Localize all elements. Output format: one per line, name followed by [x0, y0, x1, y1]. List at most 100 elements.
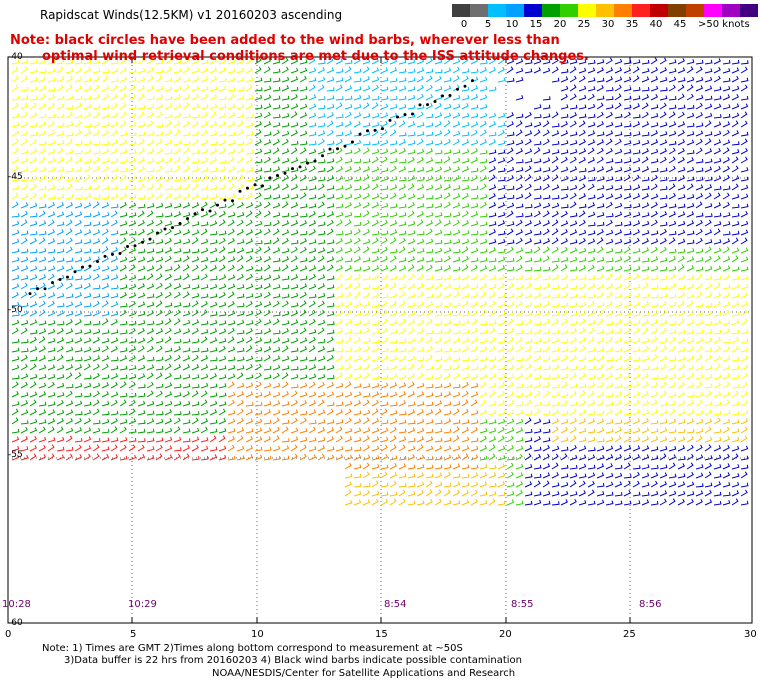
- wind-barb: [29, 356, 38, 362]
- wind-barb: [713, 221, 722, 227]
- wind-barb: [128, 437, 137, 443]
- wind-barb: [443, 239, 452, 245]
- wind-barb: [479, 399, 487, 407]
- wind-barb: [290, 212, 299, 218]
- wind-barb: [443, 366, 452, 371]
- wind-barb: [92, 320, 101, 326]
- wind-barb: [461, 102, 469, 110]
- wind-barb: [596, 364, 604, 371]
- wind-barb: [119, 330, 128, 335]
- wind-barb: [119, 76, 128, 83]
- wind-barb: [713, 165, 721, 173]
- wind-barb: [38, 185, 47, 191]
- wind-barb: [452, 130, 461, 137]
- wind-barb: [164, 255, 172, 263]
- wind-barb: [587, 489, 595, 497]
- wind-barb: [92, 363, 100, 371]
- wind-barb: [452, 211, 461, 218]
- wind-barb: [452, 463, 461, 470]
- wind-barb: [542, 149, 551, 155]
- wind-barb: [254, 66, 262, 74]
- wind-barb: [308, 94, 317, 101]
- wind-barb: [56, 147, 64, 155]
- wind-barb: [146, 131, 155, 137]
- wind-barb: [47, 283, 56, 290]
- wind-barb: [281, 372, 289, 380]
- wind-barb: [479, 76, 488, 83]
- wind-barb: [434, 320, 443, 326]
- wind-barb: [146, 273, 154, 281]
- contamination-dot: [268, 176, 272, 180]
- wind-barb: [200, 256, 209, 263]
- wind-barb: [425, 238, 434, 245]
- wind-barb: [407, 302, 416, 308]
- wind-barb: [56, 239, 65, 245]
- wind-barb: [731, 390, 739, 398]
- wind-barb: [74, 337, 83, 344]
- wind-barb: [650, 319, 659, 326]
- wind-barb: [227, 356, 236, 362]
- wind-barb: [281, 237, 289, 245]
- wind-barb: [335, 77, 344, 83]
- wind-barb: [434, 282, 442, 290]
- wind-barb: [704, 148, 713, 155]
- wind-barb: [74, 357, 83, 362]
- wind-barb: [659, 490, 668, 497]
- wind-barb: [740, 500, 749, 506]
- wind-barb: [407, 68, 416, 74]
- wind-barb: [101, 174, 109, 182]
- wind-barb: [560, 473, 569, 479]
- wind-barb: [425, 293, 434, 299]
- wind-barb: [569, 66, 577, 74]
- contamination-dot: [111, 252, 114, 256]
- wind-barb: [182, 94, 191, 101]
- wind-barb: [164, 192, 172, 200]
- wind-barb: [479, 419, 488, 425]
- wind-barb: [164, 372, 172, 380]
- wind-barb: [128, 157, 137, 164]
- wind-barb: [443, 482, 452, 488]
- wind-barb: [317, 66, 325, 74]
- wind-barb: [506, 462, 514, 470]
- wind-barb: [245, 382, 254, 389]
- wind-barb: [47, 219, 55, 227]
- wind-barb: [128, 365, 137, 371]
- wind-barb: [371, 436, 380, 443]
- wind-barb: [326, 264, 334, 272]
- wind-barb: [470, 58, 478, 65]
- wind-barb: [47, 426, 55, 434]
- wind-barb: [11, 59, 20, 65]
- wind-barb: [380, 318, 388, 326]
- wind-barb: [254, 318, 262, 326]
- wind-barb: [335, 237, 343, 245]
- wind-barb: [362, 320, 371, 326]
- wind-barb: [29, 363, 37, 371]
- wind-barb: [353, 410, 362, 416]
- wind-barb: [227, 274, 236, 281]
- wind-barb: [434, 130, 443, 137]
- wind-barb: [380, 265, 389, 272]
- wind-barb: [524, 383, 533, 389]
- wind-barb: [533, 453, 541, 461]
- wind-barb: [317, 391, 326, 398]
- wind-barb: [101, 437, 110, 443]
- wind-barb: [299, 374, 308, 380]
- wind-barb: [263, 283, 271, 290]
- wind-barb: [722, 426, 730, 434]
- wind-barb: [587, 121, 596, 128]
- wind-barb: [533, 239, 542, 245]
- wind-barb: [74, 102, 82, 110]
- wind-barb: [533, 436, 541, 443]
- wind-barb: [668, 454, 677, 461]
- wind-barb: [407, 445, 416, 452]
- wind-barb: [443, 464, 452, 470]
- wind-barb: [353, 176, 362, 182]
- wind-barb: [173, 309, 181, 317]
- wind-barb: [713, 247, 722, 254]
- wind-barb: [74, 292, 83, 299]
- wind-barb: [578, 301, 587, 308]
- wind-barb: [290, 427, 299, 434]
- wind-barb: [686, 66, 694, 74]
- wind-barb: [488, 320, 497, 326]
